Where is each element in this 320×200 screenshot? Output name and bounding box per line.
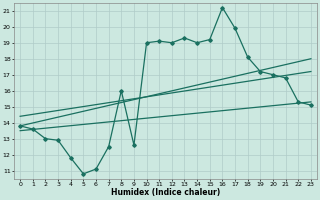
X-axis label: Humidex (Indice chaleur): Humidex (Indice chaleur) <box>111 188 220 197</box>
